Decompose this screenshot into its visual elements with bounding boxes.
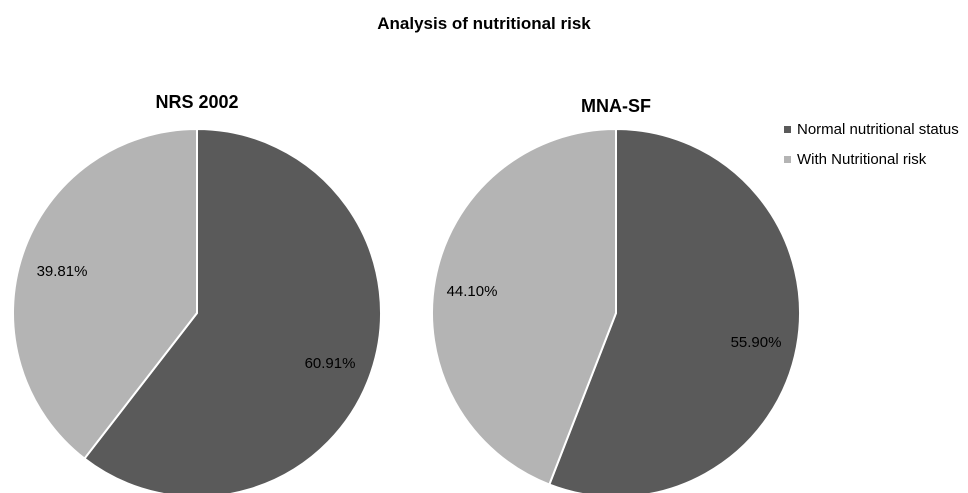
legend-swatch-normal xyxy=(784,125,791,133)
pie-slice-mna-sf-normal xyxy=(548,127,801,493)
legend-swatch-risk xyxy=(784,155,791,163)
pie-title-nrs-2002: NRS 2002 xyxy=(155,92,239,112)
legend-label-normal: Normal nutritional status xyxy=(797,120,959,138)
legend-item-normal: Normal nutritional status xyxy=(784,120,959,138)
pie-slice-nrs-2002-risk xyxy=(12,127,198,460)
data-label-nrs-2002-normal: 60.91% xyxy=(305,355,356,372)
chart-title: Analysis of nutritional risk xyxy=(377,14,591,33)
legend-label-risk: With Nutritional risk xyxy=(797,150,927,168)
data-label-mna-sf-normal: 55.90% xyxy=(731,334,782,351)
pie-slice-mna-sf-risk xyxy=(431,127,617,486)
pie-slice-nrs-2002-normal xyxy=(83,127,382,493)
data-label-nrs-2002-risk: 39.81% xyxy=(37,263,88,280)
data-label-mna-sf-risk: 44.10% xyxy=(447,283,498,300)
pie-title-mna-sf: MNA-SF xyxy=(581,96,651,116)
legend: Normal nutritional status With Nutrition… xyxy=(784,120,959,180)
legend-item-risk: With Nutritional risk xyxy=(784,150,959,168)
